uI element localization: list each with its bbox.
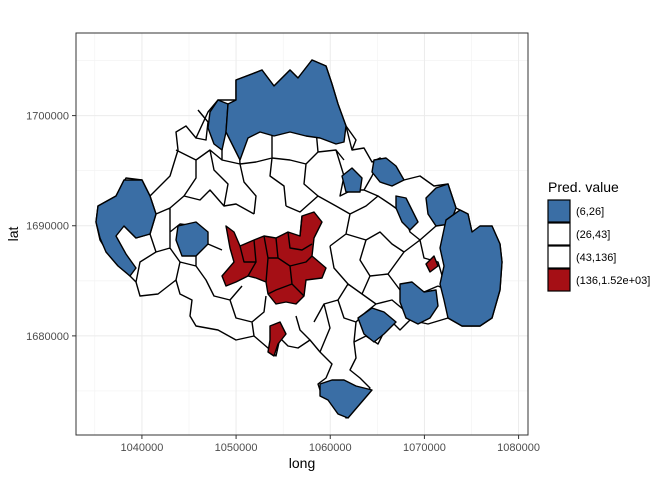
x-axis: 1040000 1050000 1060000 1070000 1080000 [121, 435, 540, 454]
x-tick-label: 1040000 [121, 442, 164, 454]
legend-key [547, 222, 571, 246]
legend-title: Pred. value [548, 179, 619, 195]
y-tick-label: 1680000 [26, 331, 69, 343]
y-axis-title: lat [5, 227, 21, 242]
legend: Pred. value (6,26] (26,43] (43,136] (136,1.… [547, 179, 650, 292]
x-tick-label: 1070000 [403, 442, 446, 454]
legend-label: (26,43] [576, 229, 610, 241]
legend-key [547, 199, 571, 223]
class-6-26-regions [95, 59, 503, 419]
y-tick-label: 1700000 [26, 111, 69, 123]
y-tick-label: 1690000 [26, 221, 69, 233]
x-tick-label: 1060000 [309, 442, 352, 454]
x-axis-title: long [289, 455, 315, 471]
x-tick-label: 1050000 [215, 442, 258, 454]
y-axis: 1680000 1690000 1700000 [26, 111, 76, 343]
legend-label: (6,26] [576, 206, 604, 218]
x-tick-label: 1080000 [497, 442, 540, 454]
map-regions [95, 59, 503, 419]
legend-key [547, 268, 571, 292]
legend-label: (43,136] [576, 252, 616, 264]
red-cluster-borders [239, 215, 313, 297]
legend-label: (136,1.52e+03] [576, 275, 650, 287]
legend-key [547, 245, 571, 269]
panel-border [75, 32, 529, 436]
